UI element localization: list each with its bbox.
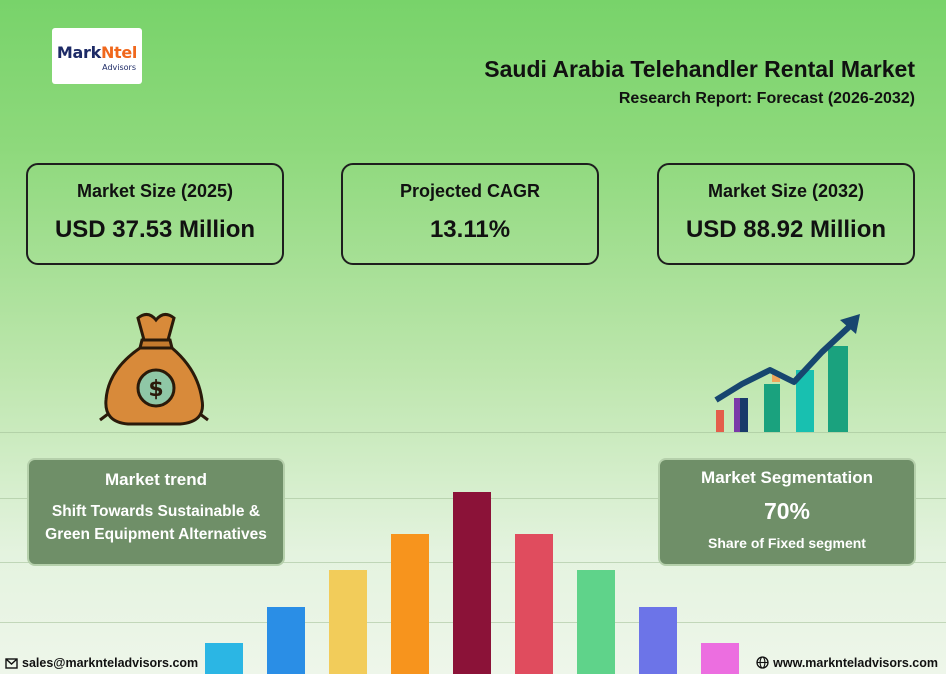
brand-logo: MarkNtel Advisors: [52, 28, 142, 84]
stat-label: Projected CAGR: [399, 181, 541, 201]
email-text[interactable]: sales@marknteladvisors.com: [22, 656, 199, 670]
market-size-2025-card: Market Size (2025) USD 37.53 Million: [26, 163, 284, 265]
footer-email[interactable]: sales@marknteladvisors.com: [5, 656, 198, 670]
decor-bar: [577, 570, 615, 674]
segmentation-percent: 70%: [763, 498, 811, 524]
decor-bar: [205, 643, 243, 674]
trend-heading: Market trend: [104, 470, 208, 489]
market-segmentation-box: Market Segmentation 70% Share of Fixed s…: [658, 458, 916, 566]
stat-label: Market Size (2032): [707, 181, 865, 201]
stat-value: USD 37.53 Million: [54, 216, 256, 243]
projected-cagr-card: Projected CAGR 13.11%: [341, 163, 599, 265]
brand-name: MarkNtel: [56, 43, 138, 62]
stat-value: USD 88.92 Million: [685, 216, 887, 243]
market-size-2032-card: Market Size (2032) USD 88.92 Million: [657, 163, 915, 265]
decor-bar: [267, 607, 305, 674]
decor-bar: [453, 492, 491, 674]
divider: [0, 432, 946, 433]
segmentation-text: Share of Fixed segment: [708, 535, 866, 551]
stat-label: Market Size (2025): [76, 181, 234, 201]
decor-bar: [391, 534, 429, 674]
decor-bar: [329, 570, 367, 674]
segmentation-heading: Market Segmentation: [701, 468, 873, 487]
growth-chart-icon: [714, 314, 860, 432]
decor-bar: [515, 534, 553, 674]
footer-website[interactable]: www.marknteladvisors.com: [756, 656, 938, 670]
decor-bar: [639, 607, 677, 674]
decor-bar: [701, 643, 739, 674]
email-icon: [5, 658, 18, 669]
money-bag-icon: $: [99, 313, 209, 426]
svg-text:$: $: [148, 377, 163, 402]
trend-text: Shift Towards Sustainable & Green Equipm…: [45, 503, 267, 543]
page-title: Saudi Arabia Telehandler Rental Market: [484, 56, 915, 82]
market-trend-box: Market trend Shift Towards Sustainable &…: [27, 458, 285, 566]
brand-tagline: Advisors: [102, 63, 136, 72]
globe-icon: [756, 656, 769, 669]
website-text[interactable]: www.marknteladvisors.com: [773, 656, 938, 670]
page-subtitle: Research Report: Forecast (2026-2032): [618, 90, 915, 107]
stat-value: 13.11%: [429, 216, 511, 243]
